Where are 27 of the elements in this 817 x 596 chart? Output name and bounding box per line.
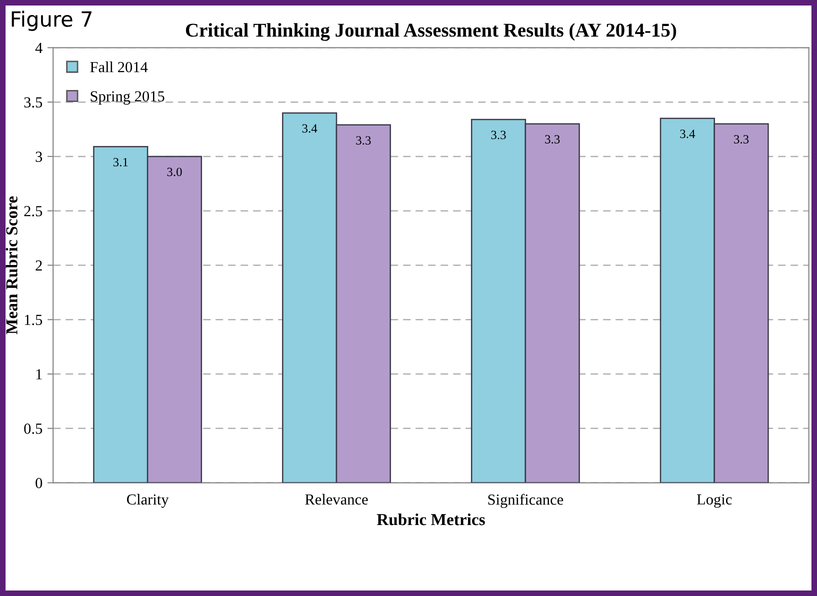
y-tick-label: 2.5: [24, 206, 42, 216]
data-label: 3.1: [113, 158, 128, 166]
data-label: 3.0: [167, 168, 182, 176]
data-label: 3.3: [545, 135, 560, 144]
y-tick-label: 0.5: [24, 424, 42, 434]
data-label: 3.3: [734, 135, 749, 144]
data-label: 3.4: [680, 130, 696, 138]
y-tick-label: 3: [36, 152, 42, 162]
legend-label: Fall 2014: [90, 62, 148, 72]
y-tick-label: 1.5: [24, 314, 42, 326]
chart-title: Critical Thinking Journal Assessment Results (AY 2014-15): [186, 23, 676, 41]
y-tick-label: 3.5: [24, 97, 42, 108]
x-axis-title: Rubric Metrics: [376, 513, 485, 526]
y-tick-label: 1: [36, 369, 42, 380]
x-tick-label: Significance: [488, 494, 564, 508]
y-tick-label: 4: [35, 42, 42, 53]
legend-label: Spring 2015: [90, 91, 164, 105]
x-tick-label: Clarity: [126, 494, 169, 508]
y-tick-label: 0: [36, 478, 42, 488]
data-label: 3.3: [356, 136, 371, 145]
caption: Figure 7: [12, 10, 92, 31]
x-tick-label: Relevance: [305, 494, 368, 505]
y-axis-title: Mean Rubric Score: [6, 196, 18, 334]
y-tick-label: 2: [36, 260, 42, 271]
x-tick-label: Logic: [696, 494, 732, 508]
data-label: 3.4: [302, 124, 318, 133]
data-label: 3.3: [491, 130, 506, 140]
